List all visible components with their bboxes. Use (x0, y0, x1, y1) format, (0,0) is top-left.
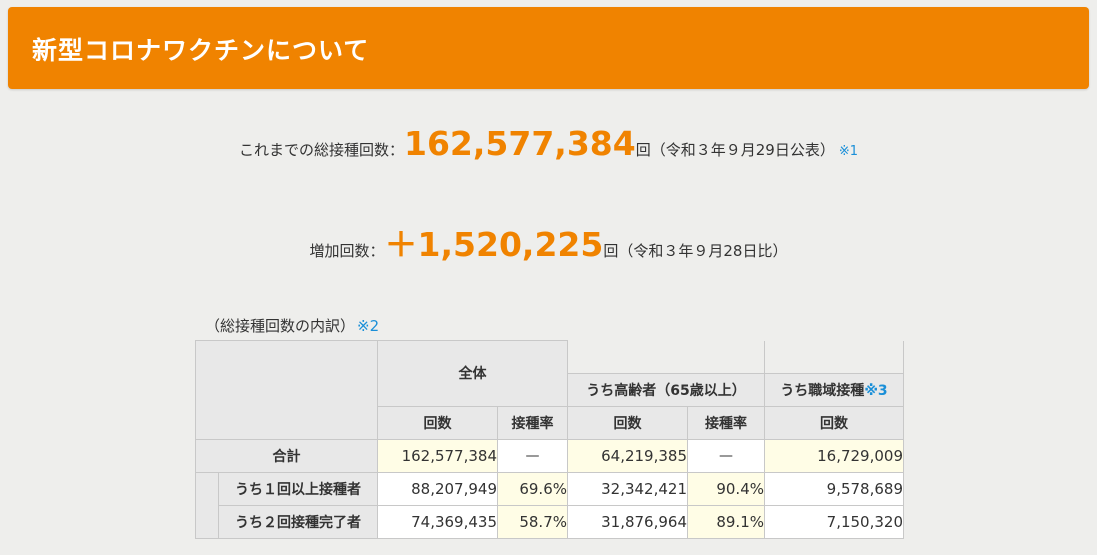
breakdown-caption-text: （総接種回数の内訳） (205, 317, 356, 335)
group-header-spacer (567, 340, 765, 374)
cell-elderly-rate: — (687, 438, 765, 473)
group-header-spacer-2 (764, 340, 904, 374)
col-header-all-count: 回数 (377, 405, 498, 440)
footnote-link-1[interactable]: ※1 (838, 144, 859, 159)
total-value: 162,577,384 (404, 124, 636, 163)
group-header-elderly: うち高齢者（65歳以上） (567, 372, 765, 407)
breakdown-table: 全体 うち高齢者（65歳以上） うち職域接種※3 回数 接種率 回数 接種率 回… (195, 340, 904, 539)
col-header-elderly-count: 回数 (567, 405, 688, 440)
col-header-all-rate: 接種率 (497, 405, 568, 440)
table-row: うち２回接種完了者 74,369,435 58.7% 31,876,964 89… (195, 504, 904, 539)
cell-workplace-count: 7,150,320 (764, 504, 904, 539)
increase-date-note: （令和３年９月28日比） (618, 242, 788, 260)
total-unit: 回 (635, 141, 651, 159)
increase-label: 増加回数： (309, 242, 385, 260)
row-label: うち２回接種完了者 (218, 504, 378, 539)
cell-workplace-count: 16,729,009 (764, 438, 904, 473)
cell-elderly-rate: 90.4% (687, 471, 765, 506)
group-header-workplace-label: うち職域接種 (780, 382, 865, 399)
table-corner (195, 340, 378, 440)
increase-unit: 回 (603, 242, 619, 260)
total-vaccinations: これまでの総接種回数：162,577,384回（令和３年９月29日公表） ※1 (0, 124, 1097, 168)
cell-all-rate: 58.7% (497, 504, 568, 539)
cell-all-rate: 69.6% (497, 471, 568, 506)
cell-elderly-count: 64,219,385 (567, 438, 688, 473)
footnote-link-3[interactable]: ※3 (864, 382, 888, 399)
increase-vaccinations: 増加回数：＋1,520,225回（令和３年９月28日比） (0, 218, 1097, 264)
group-header-workplace: うち職域接種※3 (764, 372, 904, 407)
total-date-note: （令和３年９月29日公表） (650, 141, 835, 159)
cell-all-count: 162,577,384 (377, 438, 498, 473)
cell-all-count: 74,369,435 (377, 504, 498, 539)
row-label: 合計 (195, 438, 378, 473)
group-header-all: 全体 (377, 340, 568, 407)
row-label: うち１回以上接種者 (218, 471, 378, 506)
page-title: 新型コロナワクチンについて (32, 36, 370, 65)
footnote-link-2[interactable]: ※2 (357, 317, 380, 335)
cell-all-rate: — (497, 438, 568, 473)
page-header: 新型コロナワクチンについて (8, 7, 1089, 89)
total-label: これまでの総接種回数： (238, 141, 404, 159)
col-header-elderly-rate: 接種率 (687, 405, 765, 440)
row-indent (195, 471, 219, 505)
row-indent (195, 505, 219, 539)
increase-value: ＋1,520,225 (384, 225, 604, 264)
breakdown-caption: （総接種回数の内訳） ※2 (205, 315, 379, 336)
cell-elderly-count: 31,876,964 (567, 504, 688, 539)
cell-workplace-count: 9,578,689 (764, 471, 904, 506)
cell-all-count: 88,207,949 (377, 471, 498, 506)
table-row: うち１回以上接種者 88,207,949 69.6% 32,342,421 90… (195, 471, 904, 506)
col-header-workplace-count: 回数 (764, 405, 904, 440)
cell-elderly-count: 32,342,421 (567, 471, 688, 506)
cell-elderly-rate: 89.1% (687, 504, 765, 539)
table-row: 合計 162,577,384 — 64,219,385 — 16,729,009 (195, 438, 904, 473)
